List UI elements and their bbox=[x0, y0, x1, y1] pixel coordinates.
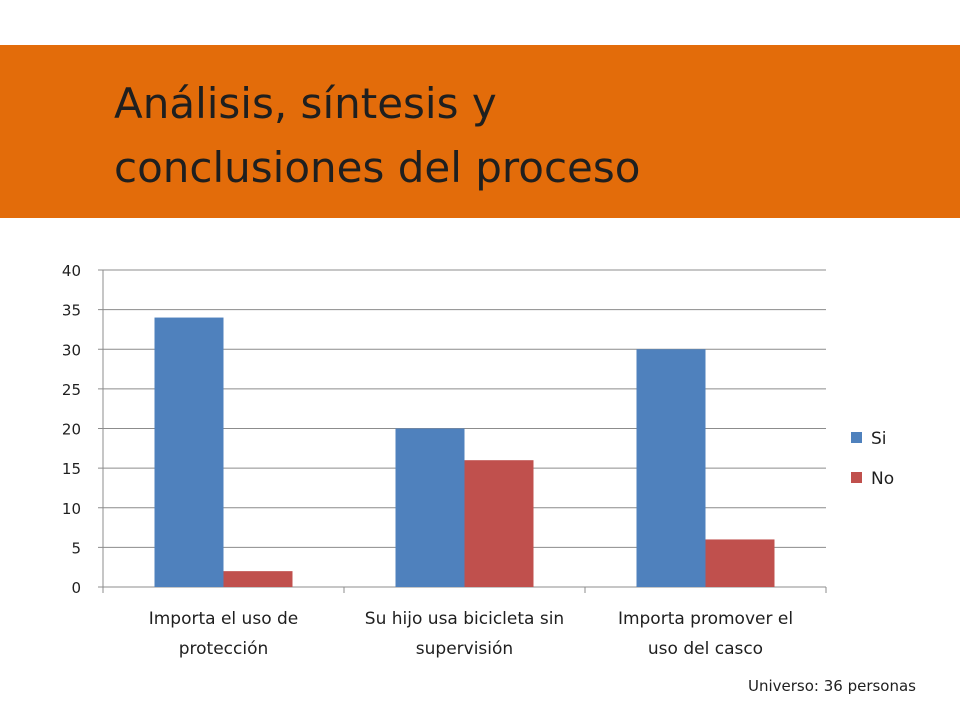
legend-label-no: No bbox=[871, 469, 894, 489]
bar-no bbox=[705, 539, 775, 587]
y-tick-label: 0 bbox=[71, 579, 81, 597]
bar-si bbox=[636, 349, 706, 587]
bar-no bbox=[464, 460, 534, 587]
bar-no bbox=[223, 571, 293, 587]
footnote: Universo: 36 personas bbox=[747, 677, 916, 695]
slide-title-line-2: conclusiones del proceso bbox=[114, 143, 641, 192]
category-label: Importa el uso de bbox=[149, 609, 299, 629]
bar-si bbox=[154, 317, 224, 587]
y-tick-label: 10 bbox=[62, 500, 81, 518]
category-label: protección bbox=[179, 639, 269, 659]
category-label: Su hijo usa bicicleta sin bbox=[365, 609, 564, 629]
y-tick-label: 15 bbox=[62, 460, 81, 478]
slide-title: Análisis, síntesis y conclusiones del pr… bbox=[114, 72, 914, 200]
y-tick-label: 35 bbox=[62, 302, 81, 320]
category-label: uso del casco bbox=[648, 639, 763, 659]
y-tick-label: 5 bbox=[71, 539, 81, 557]
slide-title-line-1: Análisis, síntesis y bbox=[114, 79, 497, 128]
category-label: Importa promover el bbox=[618, 609, 793, 629]
bar-si bbox=[395, 428, 465, 587]
title-band bbox=[0, 45, 960, 218]
legend-swatch-no bbox=[851, 472, 862, 483]
category-label: supervisión bbox=[416, 639, 513, 659]
y-tick-label: 25 bbox=[62, 381, 81, 399]
y-tick-label: 20 bbox=[62, 421, 81, 439]
legend-swatch-si bbox=[851, 432, 862, 443]
legend-label-si: Si bbox=[871, 429, 887, 449]
y-tick-label: 40 bbox=[62, 262, 81, 280]
y-tick-label: 30 bbox=[62, 341, 81, 359]
